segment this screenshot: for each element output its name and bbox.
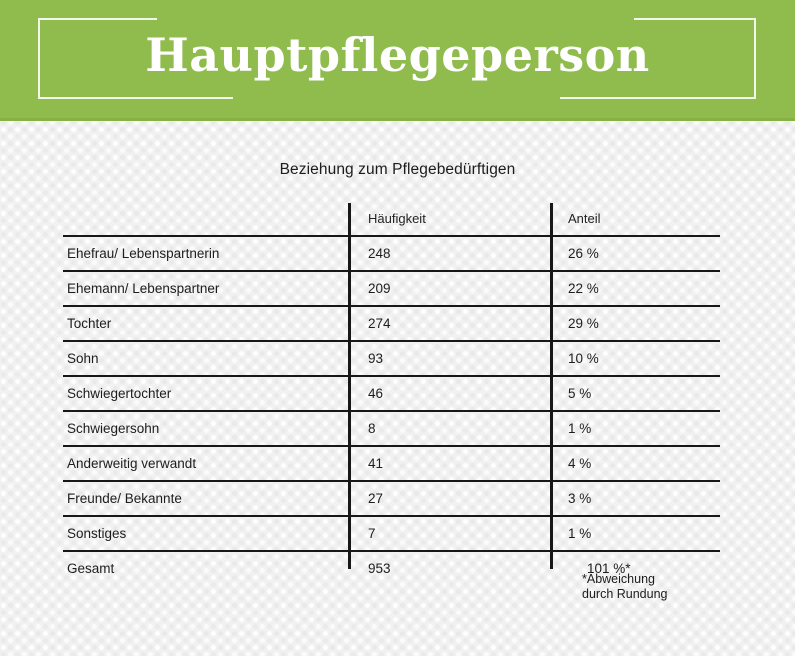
- row-share: 22 %: [568, 281, 599, 296]
- column-header-anteil: Anteil: [568, 211, 601, 226]
- row-rule: [63, 270, 720, 272]
- table-row: Schwiegertochter 46 5 %: [63, 377, 720, 410]
- row-frequency: 8: [368, 421, 376, 436]
- row-rule: [63, 305, 720, 307]
- table-total-row: Gesamt 953 101 %*: [63, 552, 720, 585]
- table-header-row: Häufigkeit Anteil: [63, 203, 720, 235]
- row-label: Anderweitig verwandt: [67, 456, 197, 471]
- rounding-footnote: *Abweichung durch Rundung: [582, 572, 668, 601]
- row-share: 3 %: [568, 491, 592, 506]
- rule-under-header: [63, 235, 720, 237]
- row-share: 1 %: [568, 526, 592, 541]
- row-label: Schwiegersohn: [67, 421, 160, 436]
- row-rule: [63, 515, 720, 517]
- row-rule: [63, 550, 720, 552]
- row-label: Sohn: [67, 351, 99, 366]
- row-frequency: 248: [368, 246, 391, 261]
- row-frequency: 7: [368, 526, 376, 541]
- row-label: Ehemann/ Lebenspartner: [67, 281, 220, 296]
- table-row: Tochter 274 29 %: [63, 307, 720, 340]
- row-label: Sonstiges: [67, 526, 127, 541]
- row-frequency: 27: [368, 491, 384, 506]
- row-share: 29 %: [568, 316, 599, 331]
- frame-left-vertical-line: [38, 18, 40, 99]
- row-share: 4 %: [568, 456, 592, 471]
- row-rule: [63, 480, 720, 482]
- row-rule: [63, 340, 720, 342]
- table-row: Freunde/ Bekannte 27 3 %: [63, 482, 720, 515]
- table-row: Ehefrau/ Lebenspartnerin 248 26 %: [63, 237, 720, 270]
- column-divider-2: [550, 203, 553, 569]
- row-rule: [63, 410, 720, 412]
- row-frequency: 209: [368, 281, 391, 296]
- row-label: Freunde/ Bekannte: [67, 491, 182, 506]
- table-row: Sonstiges 7 1 %: [63, 517, 720, 550]
- table-row: Ehemann/ Lebenspartner 209 22 %: [63, 272, 720, 305]
- title-banner: Hauptpflegeperson: [0, 0, 795, 121]
- row-label: Tochter: [67, 316, 112, 331]
- total-frequency: 953: [368, 561, 391, 576]
- row-label: Ehefrau/ Lebenspartnerin: [67, 246, 220, 261]
- page-title: Hauptpflegeperson: [145, 28, 650, 82]
- row-label: Schwiegertochter: [67, 386, 172, 401]
- table-row: Sohn 93 10 %: [63, 342, 720, 375]
- row-share: 26 %: [568, 246, 599, 261]
- table-row: Schwiegersohn 8 1 %: [63, 412, 720, 445]
- total-label: Gesamt: [67, 561, 115, 576]
- row-share: 5 %: [568, 386, 592, 401]
- row-frequency: 41: [368, 456, 384, 471]
- row-frequency: 274: [368, 316, 391, 331]
- frame-right-bottom-line: [560, 97, 756, 99]
- row-rule: [63, 445, 720, 447]
- table-caption: Beziehung zum Pflegebedürftigen: [279, 161, 516, 178]
- row-frequency: 46: [368, 386, 384, 401]
- row-share: 1 %: [568, 421, 592, 436]
- row-frequency: 93: [368, 351, 384, 366]
- total-share: 101 %*: [587, 561, 631, 576]
- frame-right-top-line: [634, 18, 756, 20]
- column-header-haeufigkeit: Häufigkeit: [368, 211, 426, 226]
- row-share: 10 %: [568, 351, 599, 366]
- row-rule: [63, 375, 720, 377]
- column-divider-1: [348, 203, 351, 569]
- frame-left-top-line: [38, 18, 157, 20]
- frame-left-bottom-line: [38, 97, 233, 99]
- frame-right-vertical-line: [754, 18, 756, 99]
- table-row: Anderweitig verwandt 41 4 %: [63, 447, 720, 480]
